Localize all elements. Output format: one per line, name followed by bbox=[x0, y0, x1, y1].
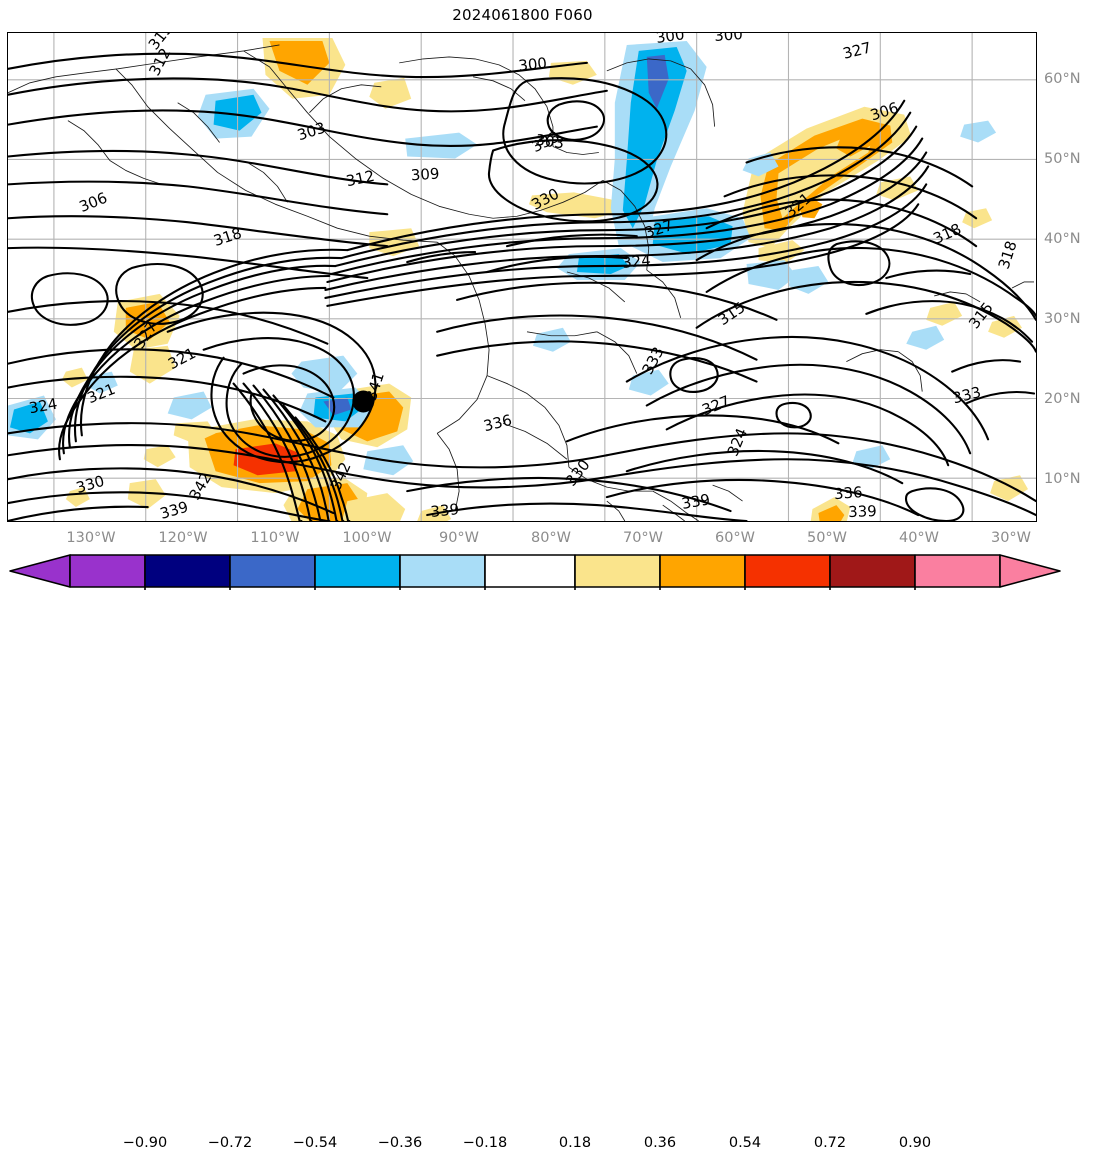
colorbar-seg-lightyellow bbox=[574, 554, 661, 588]
lon-label-30w: 30°W bbox=[990, 530, 1032, 546]
colorbar-seg-pink bbox=[914, 554, 1001, 588]
colorbar-tick-neg054: −0.54 bbox=[292, 1135, 338, 1151]
coastline-layer bbox=[8, 44, 1035, 521]
lon-label-60w: 60°W bbox=[714, 530, 756, 546]
svg-text:333: 333 bbox=[951, 383, 983, 407]
lon-label-80w: 80°W bbox=[530, 530, 572, 546]
svg-text:306: 306 bbox=[77, 189, 110, 216]
lat-label-40n: 40°N bbox=[1044, 231, 1081, 247]
lat-label-60n: 60°N bbox=[1044, 71, 1081, 87]
page-title: 2024061800 F060 bbox=[452, 6, 593, 24]
colorbar-tick-pos018: 0.18 bbox=[558, 1135, 592, 1151]
svg-text:339: 339 bbox=[848, 502, 877, 521]
svg-text:333: 333 bbox=[529, 127, 563, 156]
svg-text:339: 339 bbox=[680, 490, 711, 513]
lat-label-20n: 20°N bbox=[1044, 391, 1081, 407]
lon-label-90w: 90°W bbox=[438, 530, 480, 546]
colorbar-seg-darkred bbox=[829, 554, 916, 588]
svg-text:318: 318 bbox=[930, 220, 963, 248]
map-canvas: 315 312 300 300 300 327 303 303 306 306 … bbox=[8, 33, 1036, 521]
colorbar-seg-purple bbox=[69, 554, 146, 588]
svg-text:300: 300 bbox=[518, 54, 548, 75]
svg-text:336: 336 bbox=[833, 483, 863, 503]
lon-label-110w: 110°W bbox=[250, 530, 300, 546]
lat-label-30n: 30°N bbox=[1044, 311, 1081, 327]
colorbar-seg-orange bbox=[659, 554, 746, 588]
colorbar-extend-high bbox=[999, 554, 1061, 588]
colorbar-tick-neg090: −0.90 bbox=[122, 1135, 168, 1151]
colorbar-extend-low bbox=[9, 554, 71, 588]
lon-label-100w: 100°W bbox=[342, 530, 392, 546]
map-gridlines bbox=[8, 33, 1036, 521]
svg-text:327: 327 bbox=[841, 38, 873, 62]
colorbar-seg-skyblue bbox=[314, 554, 401, 588]
svg-text:339: 339 bbox=[430, 500, 460, 521]
colorbar-tick-neg018: −0.18 bbox=[462, 1135, 508, 1151]
svg-text:309: 309 bbox=[410, 164, 440, 184]
colorbar-seg-royalblue bbox=[229, 554, 316, 588]
lat-label-10n: 10°N bbox=[1044, 471, 1081, 487]
lon-label-50w: 50°W bbox=[806, 530, 848, 546]
figure: 2024061800 F060 bbox=[0, 6, 1105, 1151]
colorbar-tick-neg036: −0.36 bbox=[377, 1135, 423, 1151]
svg-text:318: 318 bbox=[211, 224, 244, 250]
colorbar-tick-pos090: 0.90 bbox=[898, 1135, 932, 1151]
colorbar-seg-lightblue bbox=[399, 554, 486, 588]
svg-text:312: 312 bbox=[344, 167, 376, 191]
svg-text:324: 324 bbox=[621, 251, 651, 272]
svg-text:324: 324 bbox=[724, 426, 751, 459]
svg-text:336: 336 bbox=[482, 411, 514, 435]
map-plot-area: 315 312 300 300 300 327 303 303 306 306 … bbox=[7, 32, 1037, 522]
colorbar-canvas bbox=[9, 554, 1061, 590]
svg-text:312: 312 bbox=[145, 45, 174, 79]
colorbar-seg-orangered bbox=[744, 554, 831, 588]
lon-label-70w: 70°W bbox=[622, 530, 664, 546]
svg-text:318: 318 bbox=[995, 239, 1021, 272]
contour-layer bbox=[8, 52, 1036, 521]
lat-label-50n: 50°N bbox=[1044, 151, 1081, 167]
colorbar-seg-white bbox=[484, 554, 576, 588]
station-marker bbox=[352, 390, 375, 413]
svg-text:303: 303 bbox=[295, 118, 328, 144]
colorbar-seg-navy bbox=[144, 554, 231, 588]
svg-text:303: 303 bbox=[534, 131, 565, 153]
svg-text:300: 300 bbox=[714, 33, 744, 45]
colorbar-tick-pos036: 0.36 bbox=[643, 1135, 677, 1151]
svg-text:339: 339 bbox=[158, 498, 190, 521]
lon-label-130w: 130°W bbox=[66, 530, 116, 546]
colorbar-tick-pos072: 0.72 bbox=[813, 1135, 847, 1151]
colorbar: −0.90 −0.72 −0.54 −0.36 −0.18 0.18 0.36 … bbox=[0, 552, 1105, 1151]
colorbar-tick-neg072: −0.72 bbox=[207, 1135, 253, 1151]
colorbar-tick-pos054: 0.54 bbox=[728, 1135, 762, 1151]
lon-label-40w: 40°W bbox=[898, 530, 940, 546]
svg-text:300: 300 bbox=[655, 33, 686, 47]
svg-text:321: 321 bbox=[165, 344, 199, 373]
svg-text:324: 324 bbox=[28, 395, 59, 418]
lon-label-120w: 120°W bbox=[158, 530, 208, 546]
